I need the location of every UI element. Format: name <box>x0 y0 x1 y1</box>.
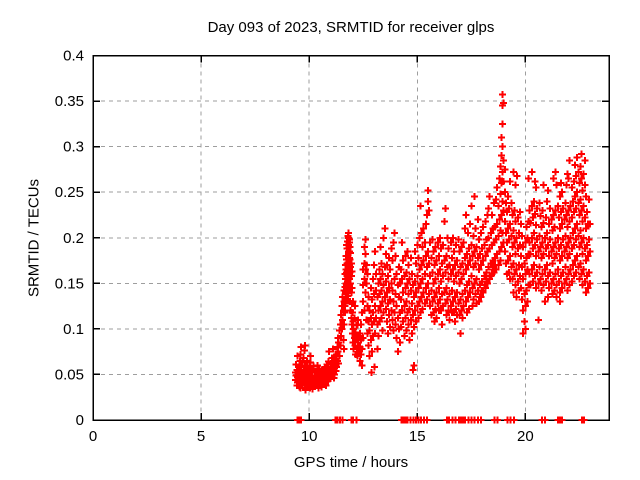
y-tick-label: 0.1 <box>63 321 84 338</box>
y-tick-label: 0.15 <box>55 275 84 292</box>
chart-title: Day 093 of 2023, SRMTID for receiver glp… <box>207 19 495 36</box>
y-tick-label: 0.05 <box>55 366 84 383</box>
scatter-points <box>292 91 594 424</box>
x-tick-label: 5 <box>197 428 205 445</box>
y-tick-label: 0.35 <box>55 93 84 110</box>
y-tick-label: 0 <box>76 412 84 429</box>
y-tick-label: 0.25 <box>55 184 84 201</box>
axis-ticks <box>92 54 609 421</box>
x-tick-label: 15 <box>409 428 426 445</box>
x-tick-label: 0 <box>89 428 97 445</box>
tick-labels: 0 5 10 15 20 0 0.05 0.1 0.15 0.2 0.25 0.3 0.35 0.4 <box>55 48 534 446</box>
x-tick-label: 10 <box>301 428 318 445</box>
y-tick-label: 0.4 <box>63 48 84 65</box>
x-tick-label: 20 <box>517 428 534 445</box>
y-tick-label: 0.2 <box>63 230 84 247</box>
x-axis-label: GPS time / hours <box>293 454 409 471</box>
y-tick-label: 0.3 <box>63 139 84 156</box>
